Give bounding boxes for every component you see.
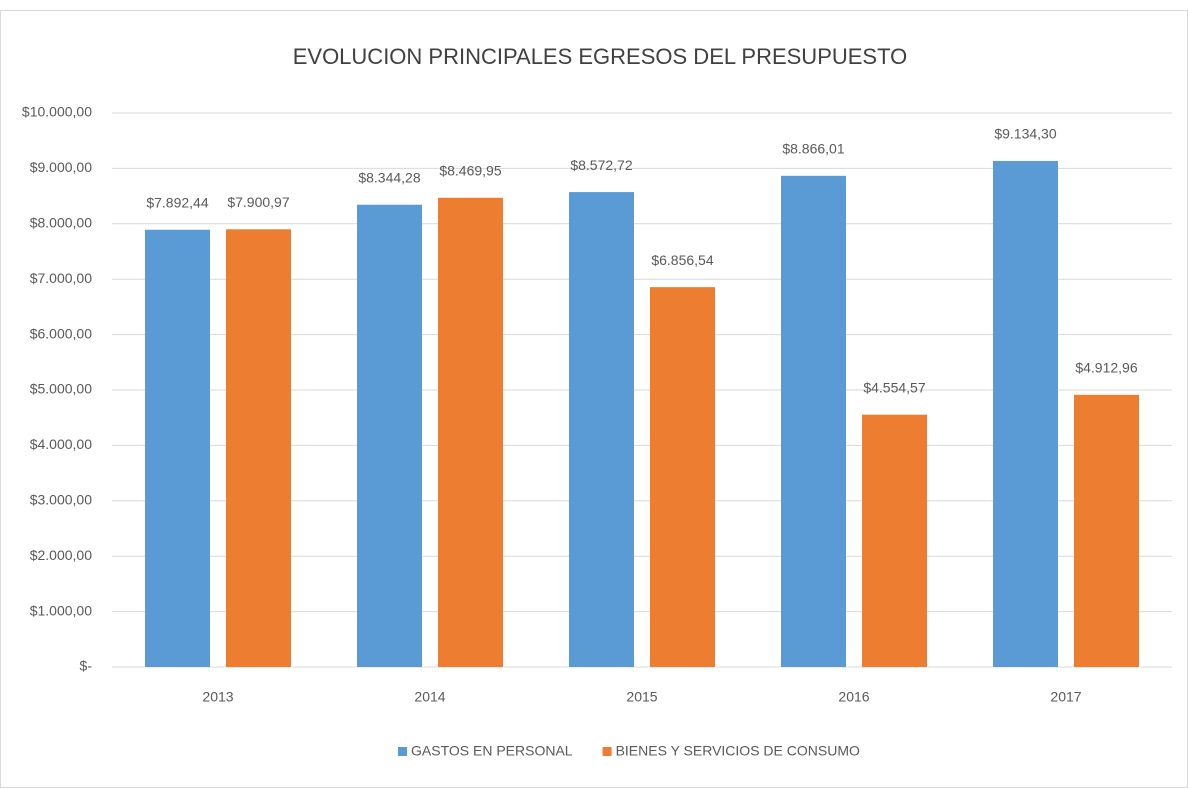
bar <box>357 204 422 668</box>
x-tick-label: 2014 <box>414 689 445 705</box>
y-tick-label: $7.000,00 <box>30 270 92 286</box>
bar <box>862 414 927 667</box>
data-label: $4.912,96 <box>1075 360 1137 376</box>
legend-label: BIENES Y SERVICIOS DE CONSUMO <box>616 743 860 759</box>
y-tick-label: $6.000,00 <box>30 325 92 341</box>
y-tick-label: $10.000,00 <box>22 104 92 120</box>
y-tick-label: $5.000,00 <box>30 381 92 397</box>
data-label: $7.892,44 <box>146 194 208 210</box>
chart-title: EVOLUCION PRINCIPALES EGRESOS DEL PRESUP… <box>293 44 908 69</box>
bar <box>438 197 503 667</box>
data-label: $8.866,01 <box>782 141 844 157</box>
bar <box>145 229 210 667</box>
data-label: $8.469,95 <box>439 162 501 178</box>
legend-swatch <box>602 747 612 756</box>
bar <box>1074 394 1139 667</box>
y-tick-label: $4.000,00 <box>30 436 92 452</box>
data-label: $4.554,57 <box>863 379 925 395</box>
legend-label: GASTOS EN PERSONAL <box>411 743 573 759</box>
bar <box>650 287 715 667</box>
y-tick-label: $2.000,00 <box>30 547 92 563</box>
x-tick-label: 2017 <box>1050 689 1081 705</box>
legend-swatch <box>398 747 407 756</box>
data-label: $8.572,72 <box>570 157 632 173</box>
data-label: $6.856,54 <box>651 252 713 268</box>
y-tick-label: $- <box>80 658 93 674</box>
data-label: $8.344,28 <box>358 169 420 185</box>
data-label: $7.900,97 <box>227 194 289 210</box>
y-tick-label: $8.000,00 <box>30 215 92 231</box>
y-tick-label: $9.000,00 <box>30 159 92 175</box>
bar <box>226 229 291 667</box>
bar <box>781 175 846 667</box>
y-tick-label: $3.000,00 <box>30 492 92 508</box>
x-tick-label: 2016 <box>838 689 869 705</box>
x-tick-label: 2013 <box>202 689 233 705</box>
y-tick-label: $1.000,00 <box>30 602 92 618</box>
bar <box>993 160 1058 667</box>
data-label: $9.134,30 <box>994 126 1056 142</box>
x-tick-label: 2015 <box>626 689 657 705</box>
bar <box>569 192 634 667</box>
